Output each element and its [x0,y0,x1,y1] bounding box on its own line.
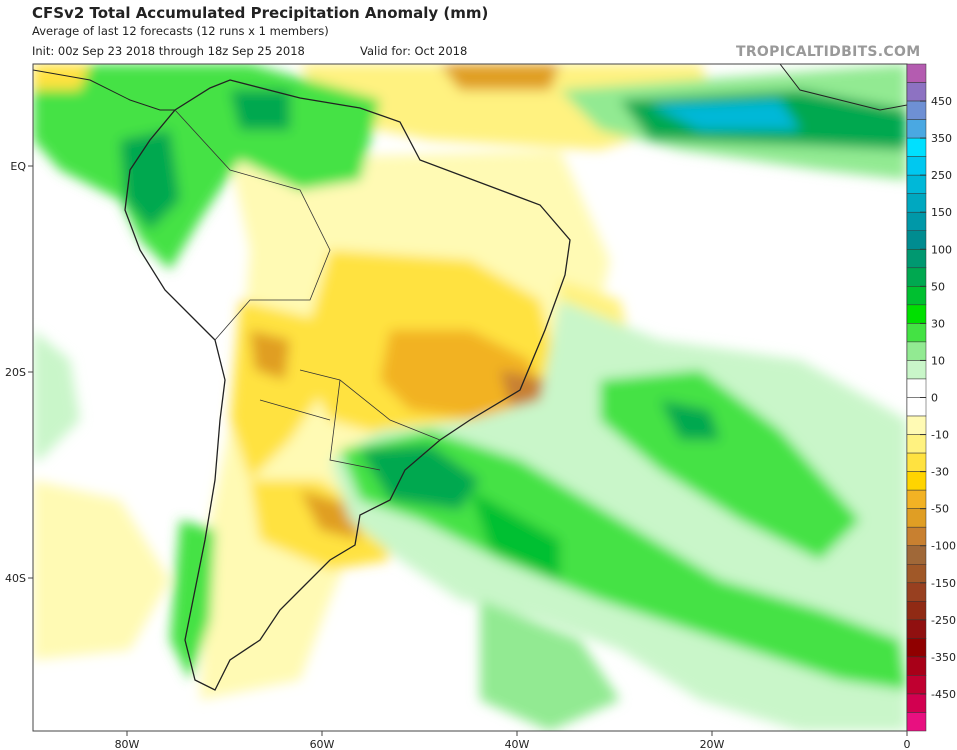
colorbar-label: -450 [931,688,956,701]
anomaly-dry-strong [380,330,540,420]
colorbar-label: 30 [931,317,945,330]
init-text: Init: 00z Sep 23 2018 through 18z Sep 25… [32,44,305,58]
colorbar-swatch [906,63,927,83]
anomaly-wet-light [480,600,620,731]
anomaly-dry-light [33,480,170,660]
colorbar-swatch [906,508,927,528]
map-field [33,64,907,731]
anomaly-wet [340,430,907,690]
colorbar-swatch [906,601,927,621]
anomaly-dry-strong [440,64,560,90]
colorbar-swatch [906,82,927,102]
anomaly-dry-strong [250,330,290,380]
axis-ticks: 80W 60W 40W 20W 0 EQ 20S 40S [5,160,910,750]
anomaly-wet-strong [660,400,720,440]
colorbar-swatch [906,211,927,232]
colorbar-swatch [906,397,927,417]
colorbar-label: 100 [931,243,952,256]
anomaly-dry-strong [500,370,550,410]
colorbar-label: 50 [931,280,945,293]
colorbar-swatch [906,193,927,213]
colorbar-swatch [906,304,927,324]
colorbar-label: -10 [931,429,949,442]
colorbar-swatch [906,545,927,565]
y-tick-label: 20S [5,366,26,379]
colorbar-swatch [906,675,927,695]
colorbar-label: -100 [931,540,956,553]
colorbar-label: 350 [931,132,952,145]
x-tick-label: 20W [700,738,725,750]
colorbar-label: 0 [931,392,938,405]
y-tick-label: 40S [5,572,26,585]
colorbar-swatch [906,619,927,639]
colorbar-swatch [906,415,927,435]
anomaly-wet-light [33,330,80,460]
colorbar-swatch [906,582,927,602]
colorbar-label: -250 [931,614,956,627]
colorbar-swatch [906,137,927,157]
colorbar-swatch [906,286,927,306]
colorbar-swatch [906,378,927,398]
colorbar-swatch [906,526,927,546]
colorbar-label: -350 [931,651,956,664]
x-tick-label: 0 [904,738,911,750]
colorbar-swatch [906,638,927,658]
anomaly-wet [600,370,860,560]
colorbar-swatch [906,341,927,361]
colorbar-swatch [906,249,927,269]
colorbar-label: 450 [931,95,952,108]
south-america-coastline [124,79,571,691]
anomaly-wet-strong [230,90,290,130]
map-subtitle: Average of last 12 forecasts (12 runs x … [32,24,329,38]
anomaly-dry-strong [300,490,360,540]
colorbar-swatch [906,360,927,380]
colorbar-swatch [906,471,927,491]
watermark: TROPICALTIDBITS.COM [736,44,921,60]
colorbar-swatch [906,489,927,509]
colorbar-label: -150 [931,577,956,590]
central-america-coastline [33,69,175,111]
country-borders [174,109,441,471]
colorbar-label: -50 [931,503,949,516]
colorbar-swatch [906,100,927,120]
colorbar-swatch [906,656,927,676]
x-tick-label: 40W [505,738,530,750]
colorbar-swatch [906,230,927,250]
anomaly-wet-strong [120,130,180,230]
colorbar: 4503502501501005030100-10-30-50-100-150-… [906,63,956,732]
valid-text: Valid for: Oct 2018 [360,44,468,58]
colorbar-label: 150 [931,206,952,219]
colorbar-swatch [906,712,927,732]
colorbar-swatch [906,693,927,713]
anomaly-wet-strong [360,445,480,510]
colorbar-swatch [906,267,927,287]
x-tick-label: 60W [310,738,335,750]
colorbar-swatch [906,174,927,194]
colorbar-label: -30 [931,466,949,479]
anomaly-dry-light [33,64,90,90]
colorbar-label: 250 [931,169,952,182]
y-tick-label: EQ [10,160,26,173]
x-tick-label: 80W [115,738,140,750]
colorbar-label: 10 [931,354,945,367]
colorbar-swatch [906,323,927,343]
colorbar-swatch [906,434,927,454]
colorbar-swatch [906,564,927,584]
anomaly-wet-very-strong [650,100,800,130]
colorbar-swatch [906,156,927,176]
colorbar-swatch [906,119,927,139]
colorbar-swatch [906,452,927,472]
anomaly-wet [33,64,380,270]
anomaly-wet-strong [470,490,560,580]
africa-coastline [779,64,907,111]
map-title: CFSv2 Total Accumulated Precipitation An… [32,4,489,22]
